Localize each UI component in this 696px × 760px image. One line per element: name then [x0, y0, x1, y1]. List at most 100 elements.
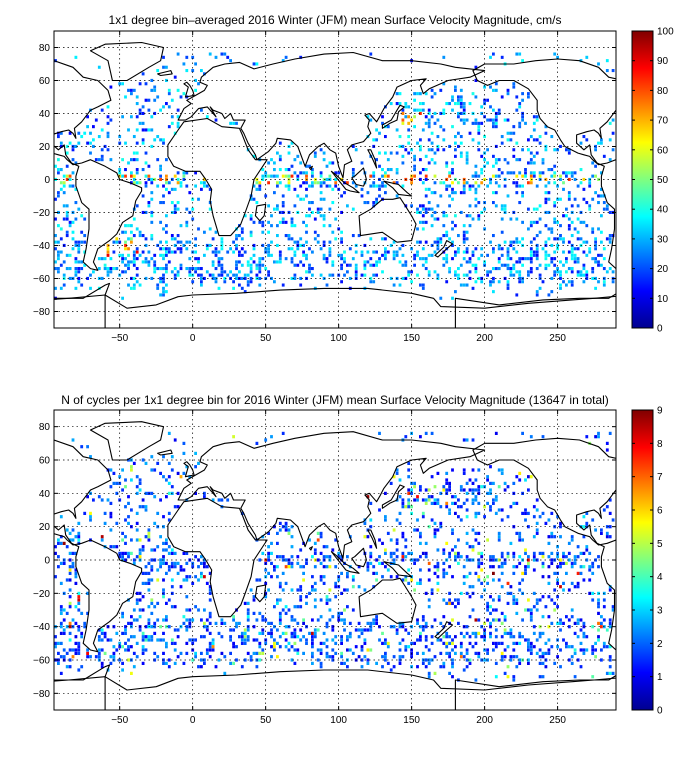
cycles-cell — [529, 608, 533, 612]
cycles-cell — [448, 671, 451, 675]
cycles-cell — [506, 515, 510, 519]
velocity-cell — [489, 181, 492, 185]
velocity-cell — [255, 263, 259, 267]
cycles-cell — [369, 551, 373, 555]
cycles-cell — [287, 561, 291, 565]
velocity-cell — [97, 158, 101, 162]
cycles-cell — [167, 598, 171, 602]
velocity-cell — [553, 237, 557, 241]
velocity-cell — [559, 177, 562, 181]
cycles-cell — [486, 651, 489, 655]
cycles-cell — [270, 561, 273, 565]
cycles-cell — [77, 648, 81, 652]
cycles-cell — [430, 641, 434, 645]
velocity-coastline — [683, 71, 696, 76]
cycles-cell — [567, 625, 571, 629]
cycles-cell — [608, 665, 612, 669]
velocity-cell — [556, 220, 559, 224]
cycles-cell — [398, 661, 402, 665]
velocity-cell — [205, 270, 209, 274]
cycles-cell — [602, 598, 606, 602]
cycles-cell — [153, 521, 157, 525]
velocity-cell — [492, 267, 495, 271]
cycles-cell — [591, 645, 595, 649]
cycles-cell — [427, 578, 431, 582]
velocity-cell — [130, 174, 133, 178]
velocity-cell — [375, 158, 378, 162]
cycles-cell — [287, 641, 291, 645]
cycles-cell — [465, 658, 469, 662]
cycles-cell — [556, 515, 559, 519]
velocity-cell — [436, 237, 440, 241]
cycles-cell — [375, 661, 378, 665]
velocity-cell — [267, 161, 270, 165]
velocity-cell — [188, 240, 192, 244]
cycles-cell — [521, 538, 524, 542]
cycles-cell — [147, 605, 151, 609]
velocity-cell — [433, 181, 437, 185]
velocity-cell — [465, 247, 469, 251]
velocity-cell — [156, 184, 160, 188]
velocity-cell — [106, 135, 110, 139]
velocity-cell — [424, 92, 428, 96]
cycles-cell — [462, 565, 466, 569]
cycles-cell — [602, 645, 606, 649]
velocity-cell — [138, 108, 142, 112]
velocity-cell — [176, 273, 180, 277]
velocity-cell — [270, 214, 273, 218]
velocity-cell — [518, 257, 522, 261]
velocity-cell — [439, 111, 443, 115]
cycles-cell — [162, 631, 165, 635]
velocity-cell — [565, 257, 568, 261]
velocity-cell — [389, 168, 393, 172]
velocity-cell — [334, 177, 338, 181]
cycles-cell — [261, 551, 265, 555]
velocity-cell — [421, 286, 425, 290]
cycles-cell — [407, 468, 411, 472]
velocity-cell — [296, 247, 300, 251]
cycles-cell — [401, 551, 405, 555]
velocity-cell — [203, 230, 206, 234]
cycles-cell — [398, 655, 402, 659]
velocity-cell — [576, 204, 580, 208]
velocity-cell — [486, 253, 489, 257]
cycles-cell — [246, 611, 250, 615]
velocity-cell — [284, 55, 288, 59]
cycles-cell — [121, 538, 124, 542]
velocity-cell — [424, 260, 428, 264]
velocity-cell — [570, 253, 574, 257]
velocity-cell — [185, 207, 189, 211]
velocity-cell — [500, 171, 504, 175]
velocity-cell — [299, 171, 303, 175]
velocity-cell — [550, 168, 554, 172]
cycles-cell — [290, 565, 294, 569]
velocity-cell — [512, 267, 516, 271]
cycles-cell — [398, 511, 402, 515]
cycles-cell — [127, 521, 130, 525]
velocity-cell — [457, 102, 460, 106]
cycles-cell — [270, 541, 273, 545]
velocity-y-tick-label: 80 — [39, 43, 51, 54]
cycles-cell — [413, 588, 416, 592]
cycles-cell — [480, 485, 484, 489]
cycles-cell — [518, 661, 522, 665]
cycles-cell — [433, 655, 437, 659]
velocity-cell — [328, 174, 332, 178]
cycles-cell — [410, 578, 413, 582]
velocity-cell — [506, 257, 510, 261]
velocity-cell — [331, 161, 335, 165]
velocity-cell — [159, 220, 162, 224]
cycles-cell — [529, 651, 533, 655]
cycles-cell — [278, 635, 282, 639]
velocity-cell — [442, 210, 446, 214]
velocity-cell — [378, 257, 381, 261]
cycles-cell — [448, 601, 451, 605]
cycles-cell — [386, 645, 390, 649]
velocity-cell — [261, 177, 265, 181]
cycles-cell — [147, 528, 151, 532]
cycles-cell — [483, 621, 486, 625]
velocity-cell — [153, 263, 157, 267]
velocity-cell — [430, 224, 434, 228]
cycles-cell — [547, 581, 551, 585]
